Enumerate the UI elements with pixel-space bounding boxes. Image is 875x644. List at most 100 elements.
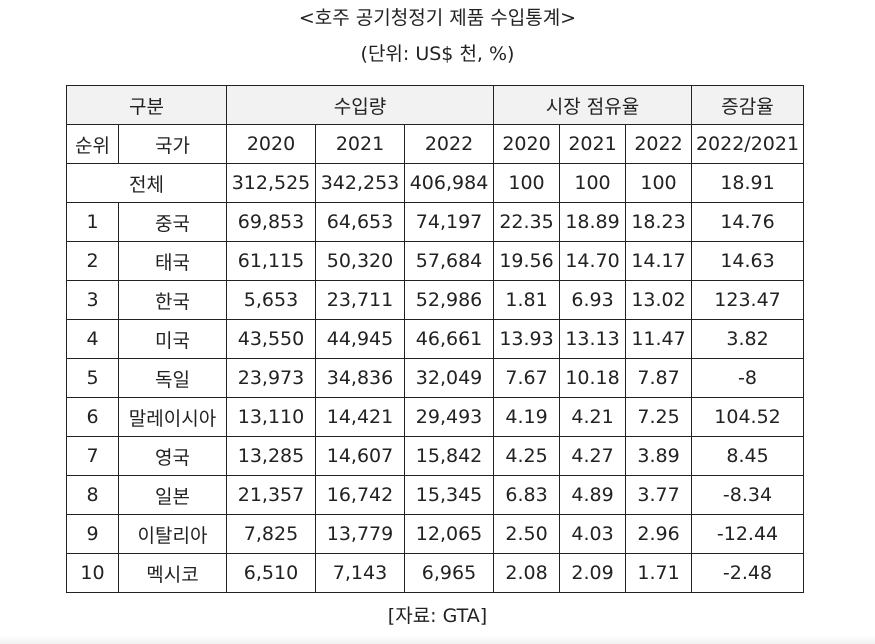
rank-cell: 7	[66, 436, 119, 476]
import-cell: 6,510	[226, 553, 316, 593]
header-import-amount: 수입량	[225, 85, 495, 125]
import-cell: 29,493	[403, 397, 495, 437]
country-cell: 일본	[118, 475, 227, 515]
share-cell: 6.93	[559, 280, 627, 320]
share-cell: 18.89	[559, 202, 627, 242]
header-share-year: 2021	[559, 124, 627, 164]
rank-cell: 5	[66, 358, 119, 398]
share-cell: 2.50	[493, 514, 561, 554]
page-title: <호주 공기청정기 제품 수입통계>	[298, 7, 577, 29]
import-cell: 57,684	[403, 241, 495, 281]
share-cell: 4.19	[493, 397, 561, 437]
share-cell: 18.23	[625, 202, 693, 242]
import-cell: 32,049	[403, 358, 495, 398]
country-cell: 독일	[118, 358, 227, 398]
share-cell: 2.09	[559, 553, 627, 593]
bottom-strip	[0, 636, 875, 644]
import-cell: 46,661	[403, 319, 495, 359]
rank-cell: 2	[66, 241, 119, 281]
share-cell: 1.81	[493, 280, 561, 320]
share-cell: 19.56	[493, 241, 561, 281]
table-row: 6 말레이시아 13,110 14,421 29,493 4.19 4.21 7.25 104.…	[66, 397, 805, 437]
share-cell: 7.25	[625, 397, 693, 437]
header-sub-row: 순위 국가 2020 2021 2022 2020 2021 2022 2022…	[66, 124, 805, 164]
total-import-cell: 342,253	[315, 163, 405, 203]
import-cell: 43,550	[226, 319, 316, 359]
header-import-year: 2022	[403, 124, 495, 164]
import-cell: 23,711	[315, 280, 405, 320]
share-cell: 4.27	[559, 436, 627, 476]
share-cell: 3.89	[625, 436, 693, 476]
unit-note: (단위: US$ 천, %)	[360, 43, 515, 65]
import-cell: 13,110	[226, 397, 316, 437]
import-cell: 16,742	[315, 475, 405, 515]
import-cell: 23,973	[226, 358, 316, 398]
import-cell: 61,115	[226, 241, 316, 281]
header-share-year: 2020	[493, 124, 561, 164]
header-import-year: 2020	[226, 124, 316, 164]
import-cell: 7,143	[315, 553, 405, 593]
growth-cell: -8.34	[691, 475, 805, 515]
import-cell: 7,825	[226, 514, 316, 554]
country-cell: 멕시코	[118, 553, 227, 593]
rank-cell: 4	[66, 319, 119, 359]
growth-cell: 104.52	[691, 397, 805, 437]
share-cell: 2.08	[493, 553, 561, 593]
share-cell: 7.67	[493, 358, 561, 398]
table-row: 9 이탈리아 7,825 13,779 12,065 2.50 4.03 2.96 -12.44	[66, 514, 805, 554]
total-share-cell: 100	[559, 163, 627, 203]
total-import-cell: 406,984	[403, 163, 495, 203]
import-cell: 74,197	[403, 202, 495, 242]
country-rows: 1 중국 69,853 64,653 74,197 22.35 18.89 18.23 14.7…	[66, 202, 805, 593]
header-growth-period: 2022/2021	[691, 124, 805, 164]
share-cell: 1.71	[625, 553, 693, 593]
country-cell: 이탈리아	[118, 514, 227, 554]
import-cell: 6,965	[403, 553, 495, 593]
import-cell: 64,653	[315, 202, 405, 242]
import-cell: 52,986	[403, 280, 495, 320]
header-rank: 순위	[66, 124, 119, 164]
total-share-cell: 100	[493, 163, 561, 203]
import-cell: 14,421	[315, 397, 405, 437]
share-cell: 4.21	[559, 397, 627, 437]
share-cell: 14.17	[625, 241, 693, 281]
share-cell: 6.83	[493, 475, 561, 515]
import-cell: 5,653	[226, 280, 316, 320]
table-row: 8 일본 21,357 16,742 15,345 6.83 4.89 3.77 -8.34	[66, 475, 805, 515]
total-share-cell: 100	[625, 163, 693, 203]
import-cell: 50,320	[315, 241, 405, 281]
import-cell: 69,853	[226, 202, 316, 242]
country-cell: 중국	[118, 202, 227, 242]
import-statistics-table: 구분 수입량 시장 점유율 증감율 순위 국가 2020 2021 2022 2…	[66, 85, 805, 593]
import-cell: 15,345	[403, 475, 495, 515]
table-row: 3 한국 5,653 23,711 52,986 1.81 6.93 13.02 123.47	[66, 280, 805, 320]
country-cell: 미국	[118, 319, 227, 359]
import-cell: 44,945	[315, 319, 405, 359]
growth-cell: 123.47	[691, 280, 805, 320]
header-share-year: 2022	[625, 124, 693, 164]
share-cell: 14.70	[559, 241, 627, 281]
country-cell: 말레이시아	[118, 397, 227, 437]
rank-cell: 10	[66, 553, 119, 593]
table-row: 7 영국 13,285 14,607 15,842 4.25 4.27 3.89 8.45	[66, 436, 805, 476]
total-growth-cell: 18.91	[691, 163, 805, 203]
growth-cell: -2.48	[691, 553, 805, 593]
rank-cell: 6	[66, 397, 119, 437]
import-cell: 34,836	[315, 358, 405, 398]
rank-cell: 8	[66, 475, 119, 515]
growth-cell: -12.44	[691, 514, 805, 554]
header-group-row: 구분 수입량 시장 점유율 증감율	[66, 85, 805, 125]
table-row: 1 중국 69,853 64,653 74,197 22.35 18.89 18.23 14.7…	[66, 202, 805, 242]
growth-cell: 14.63	[691, 241, 805, 281]
total-label: 전체	[66, 163, 227, 203]
country-cell: 영국	[118, 436, 227, 476]
share-cell: 10.18	[559, 358, 627, 398]
source-note: [자료: GTA]	[387, 605, 488, 627]
header-import-year: 2021	[315, 124, 405, 164]
rank-cell: 9	[66, 514, 119, 554]
header-country: 국가	[118, 124, 227, 164]
rank-cell: 1	[66, 202, 119, 242]
share-cell: 22.35	[493, 202, 561, 242]
share-cell: 3.77	[625, 475, 693, 515]
table-row: 5 독일 23,973 34,836 32,049 7.67 10.18 7.87 -8	[66, 358, 805, 398]
